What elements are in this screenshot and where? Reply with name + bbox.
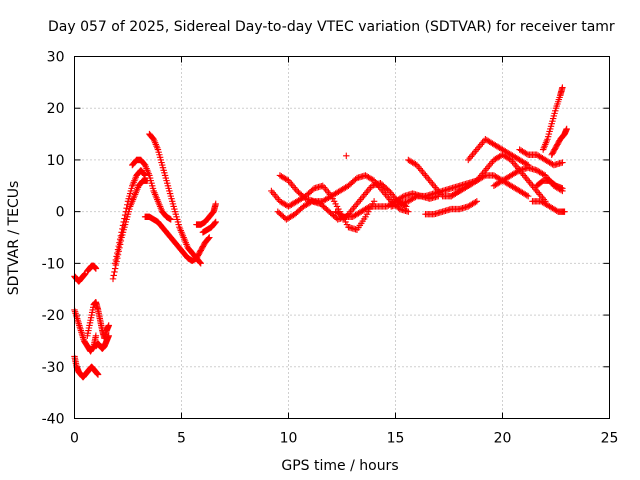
data-point <box>405 208 412 215</box>
grid-lines <box>74 56 610 419</box>
series-arc-n <box>268 182 378 233</box>
series-arc-p <box>276 172 412 215</box>
x-tick-label: 20 <box>494 431 512 447</box>
y-tick-label: 20 <box>47 101 65 117</box>
data-point <box>524 192 532 200</box>
data-point <box>105 322 112 329</box>
y-tick-label: 10 <box>47 153 65 169</box>
data-point <box>111 260 119 267</box>
data-point <box>118 229 125 236</box>
data-point <box>119 225 126 233</box>
series-arc-z <box>529 198 568 215</box>
data-point <box>563 125 570 133</box>
data-points <box>71 84 570 381</box>
data-point <box>121 215 128 222</box>
y-tick-label: -30 <box>42 360 65 376</box>
y-tick-label: 30 <box>47 50 65 66</box>
data-point <box>559 159 566 166</box>
data-point <box>196 259 204 266</box>
series-arc-y <box>516 146 566 169</box>
data-point <box>403 203 410 210</box>
data-point <box>523 192 530 199</box>
data-point <box>112 256 120 264</box>
series-arc-l <box>193 200 219 228</box>
data-point <box>212 200 219 208</box>
data-point <box>114 246 122 253</box>
data-point <box>110 272 117 279</box>
y-axis-label: SDTVAR / TECUs <box>6 181 22 296</box>
axis-ticks: 0 5 10 15 20 25 -40 -30 -20 -10 0 10 20 30 <box>42 50 619 447</box>
data-point <box>473 198 481 205</box>
data-point <box>94 371 102 378</box>
series-arc-a <box>71 270 89 285</box>
plot-frame <box>74 56 610 419</box>
data-point <box>212 218 219 226</box>
series-arc-d <box>71 306 100 355</box>
data-point <box>111 268 118 276</box>
data-point <box>124 201 131 208</box>
data-point <box>559 84 566 91</box>
y-tick-label: -40 <box>42 412 65 428</box>
series-arc-w <box>465 136 532 169</box>
y-tick-label: 0 <box>56 205 65 221</box>
data-point <box>197 260 204 267</box>
data-point <box>339 212 346 220</box>
data-point <box>115 242 122 250</box>
data-point <box>206 234 213 241</box>
series-arc-k <box>146 130 204 267</box>
chart-title: Day 057 of 2025, Sidereal Day-to-day VTE… <box>48 19 615 35</box>
data-point <box>141 171 148 178</box>
data-point <box>114 249 121 257</box>
x-tick-label: 15 <box>387 431 405 447</box>
data-point <box>122 208 130 215</box>
data-point <box>514 167 522 175</box>
series-arc-ab <box>548 125 570 158</box>
series-arc-q <box>332 190 442 221</box>
series-arc-m <box>199 218 219 236</box>
data-point <box>412 193 419 201</box>
data-point <box>343 152 350 159</box>
data-point <box>123 204 130 212</box>
series-arc-e <box>84 298 112 342</box>
data-point <box>559 185 566 192</box>
data-point <box>472 198 479 206</box>
x-tick-label: 0 <box>70 431 79 447</box>
series-arc-u <box>422 198 481 218</box>
series-arc-h <box>111 167 149 267</box>
data-point <box>120 218 127 226</box>
data-point <box>117 232 125 239</box>
data-point <box>105 332 112 339</box>
series-arc-f <box>92 332 112 352</box>
data-point <box>561 208 568 215</box>
series-arc-aa <box>539 84 566 153</box>
data-point <box>92 332 100 339</box>
series-arc-i <box>129 156 174 223</box>
data-point <box>92 265 100 272</box>
data-point <box>523 150 530 158</box>
data-point <box>119 222 127 229</box>
x-tick-label: 5 <box>177 431 186 447</box>
data-point <box>167 216 174 223</box>
x-axis-label: GPS time / hours <box>281 458 398 474</box>
series-arc-ac <box>533 177 566 192</box>
y-tick-label: -20 <box>42 308 65 324</box>
data-point <box>113 253 120 260</box>
series-arc-j <box>141 213 213 264</box>
data-point <box>109 275 117 283</box>
y-tick-label: -10 <box>42 256 65 272</box>
data-point <box>116 236 124 243</box>
data-point <box>399 193 406 201</box>
data-point <box>205 235 212 242</box>
data-point <box>365 204 372 211</box>
data-point <box>121 211 129 219</box>
x-tick-label: 25 <box>601 431 619 447</box>
series-arc-r <box>343 152 350 159</box>
data-point <box>116 239 123 246</box>
series-arc-c <box>71 353 102 381</box>
x-tick-label: 10 <box>280 431 298 447</box>
data-point <box>211 219 219 227</box>
series-arc-b <box>84 262 100 275</box>
data-point <box>384 186 391 193</box>
